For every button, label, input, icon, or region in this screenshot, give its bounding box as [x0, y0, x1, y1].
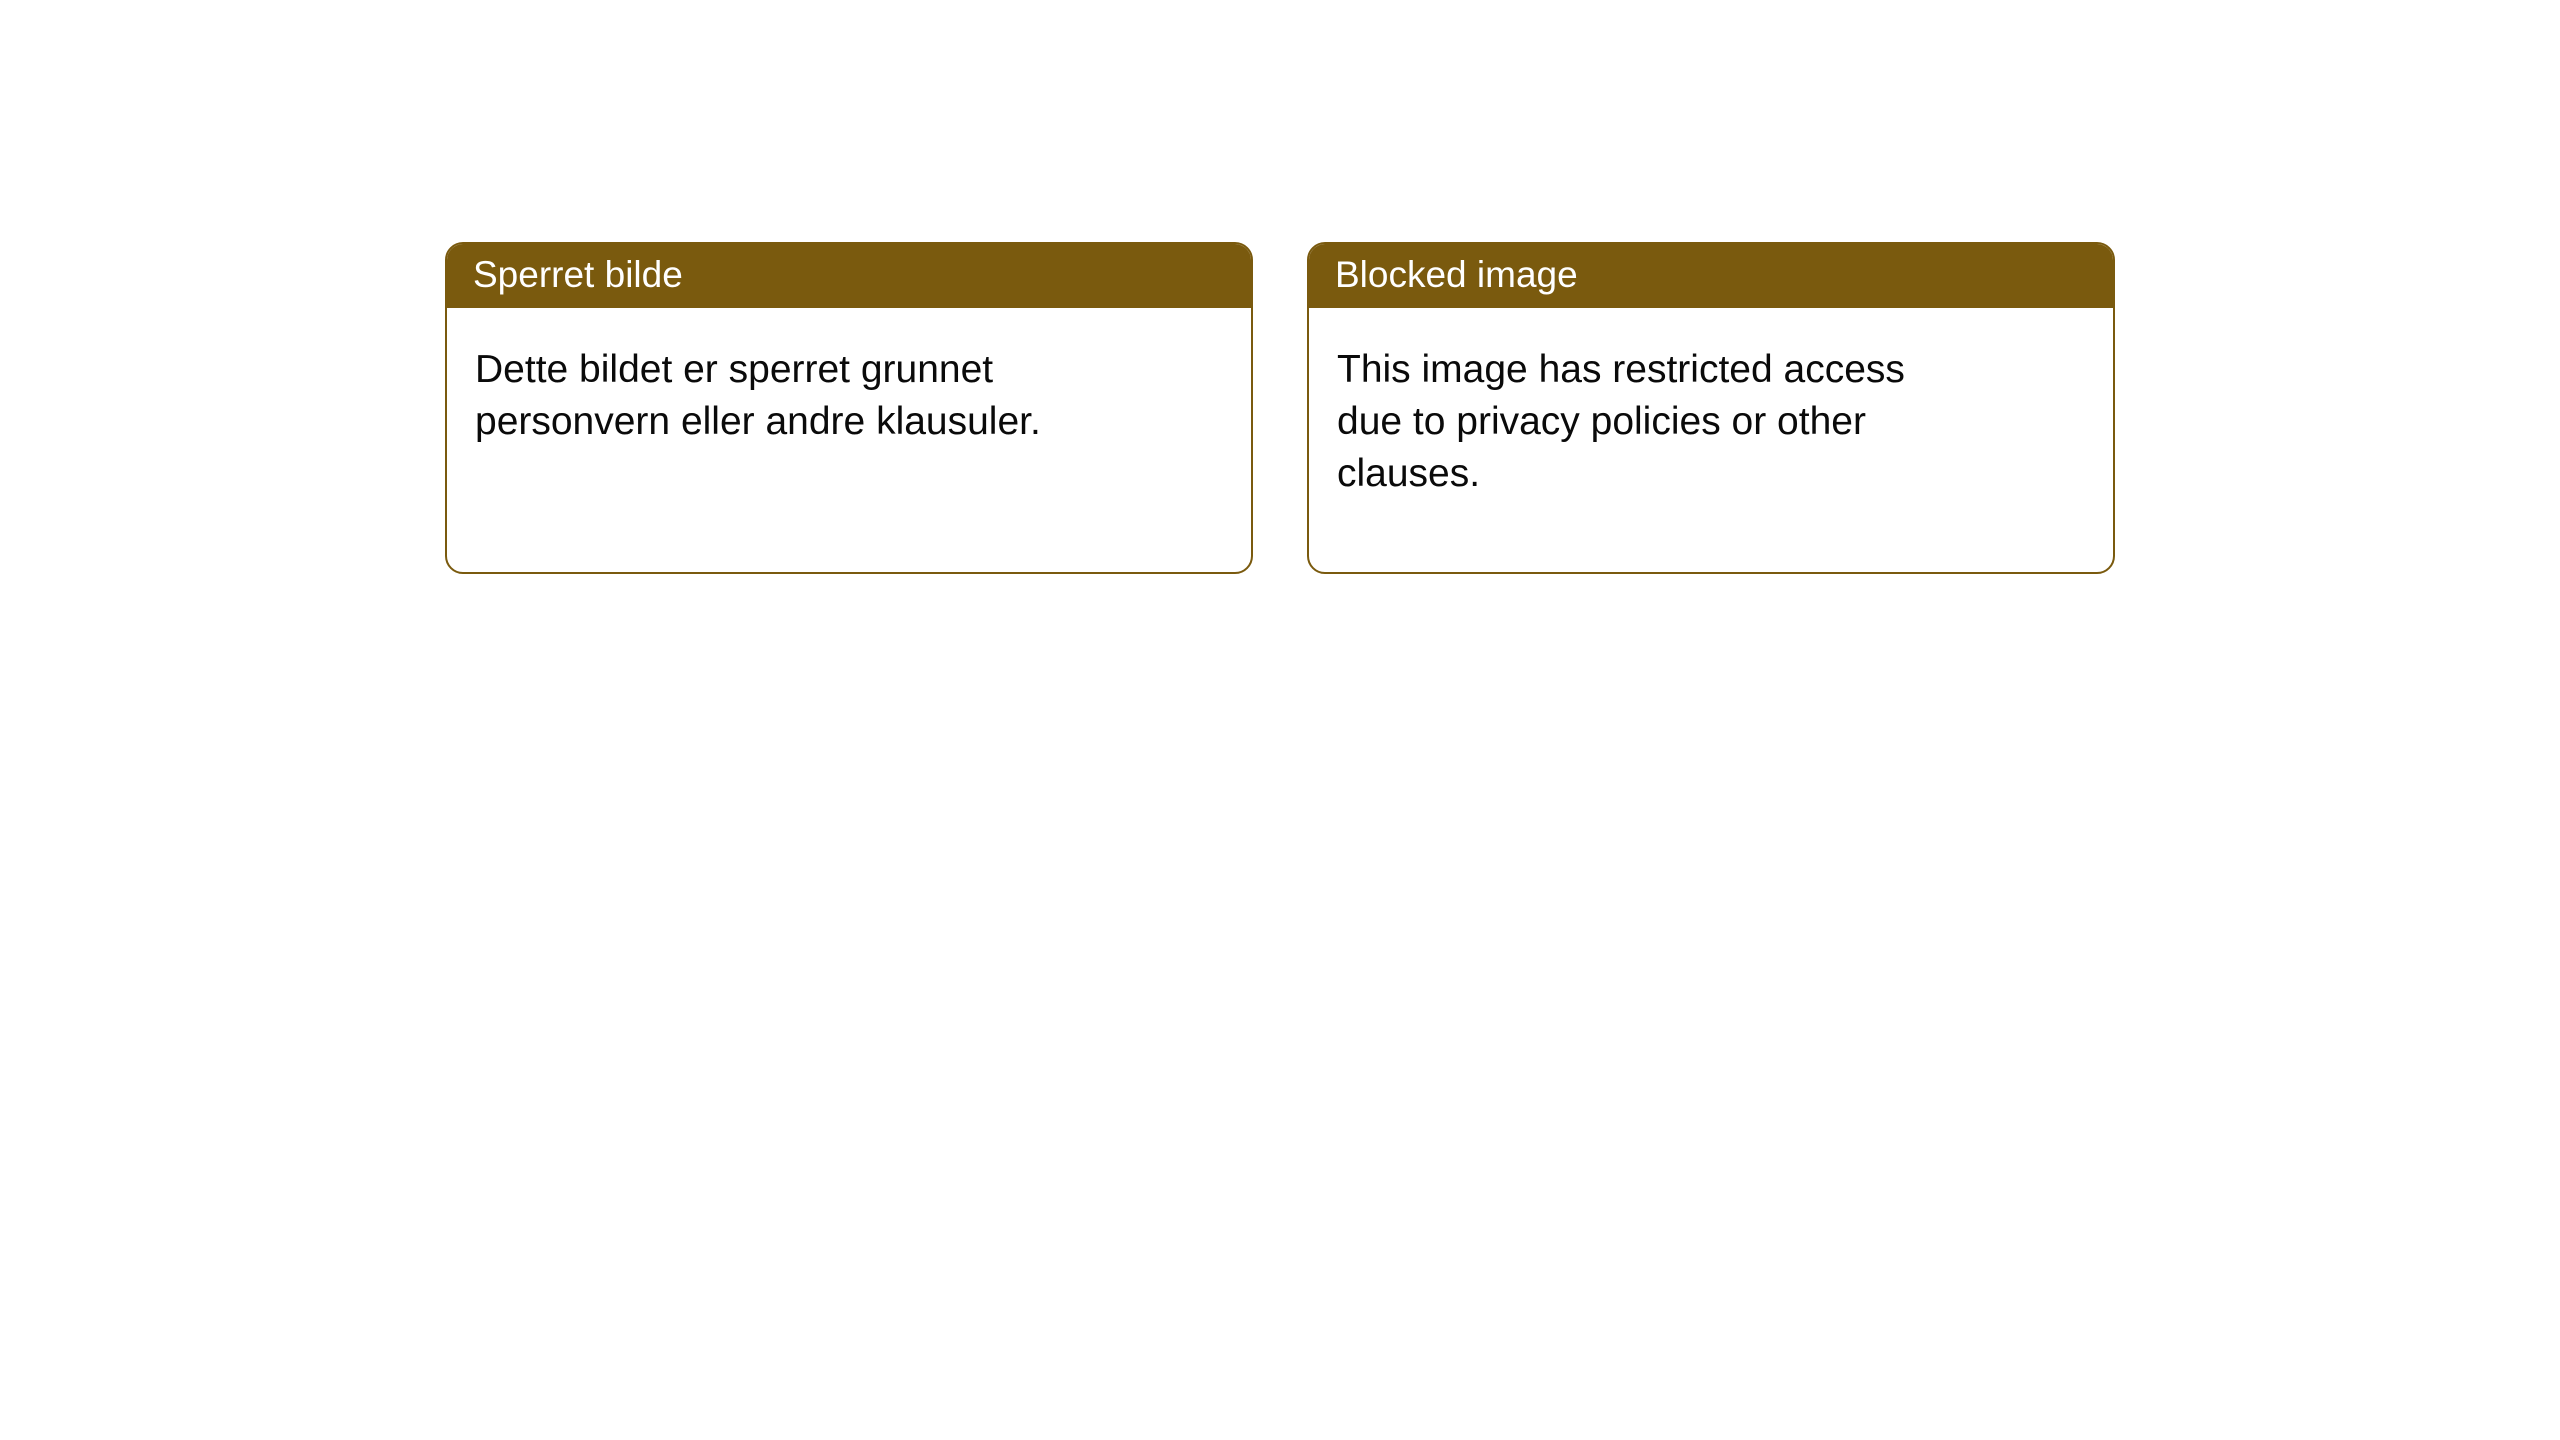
notice-card-body: Dette bildet er sperret grunnet personve… — [447, 308, 1127, 468]
notice-card-title: Sperret bilde — [447, 244, 1251, 308]
notice-card-body: This image has restricted access due to … — [1309, 308, 1989, 520]
notice-card-en: Blocked image This image has restricted … — [1307, 242, 2115, 574]
notice-card-title: Blocked image — [1309, 244, 2113, 308]
notice-card-no: Sperret bilde Dette bildet er sperret gr… — [445, 242, 1253, 574]
notice-row: Sperret bilde Dette bildet er sperret gr… — [445, 0, 2115, 574]
